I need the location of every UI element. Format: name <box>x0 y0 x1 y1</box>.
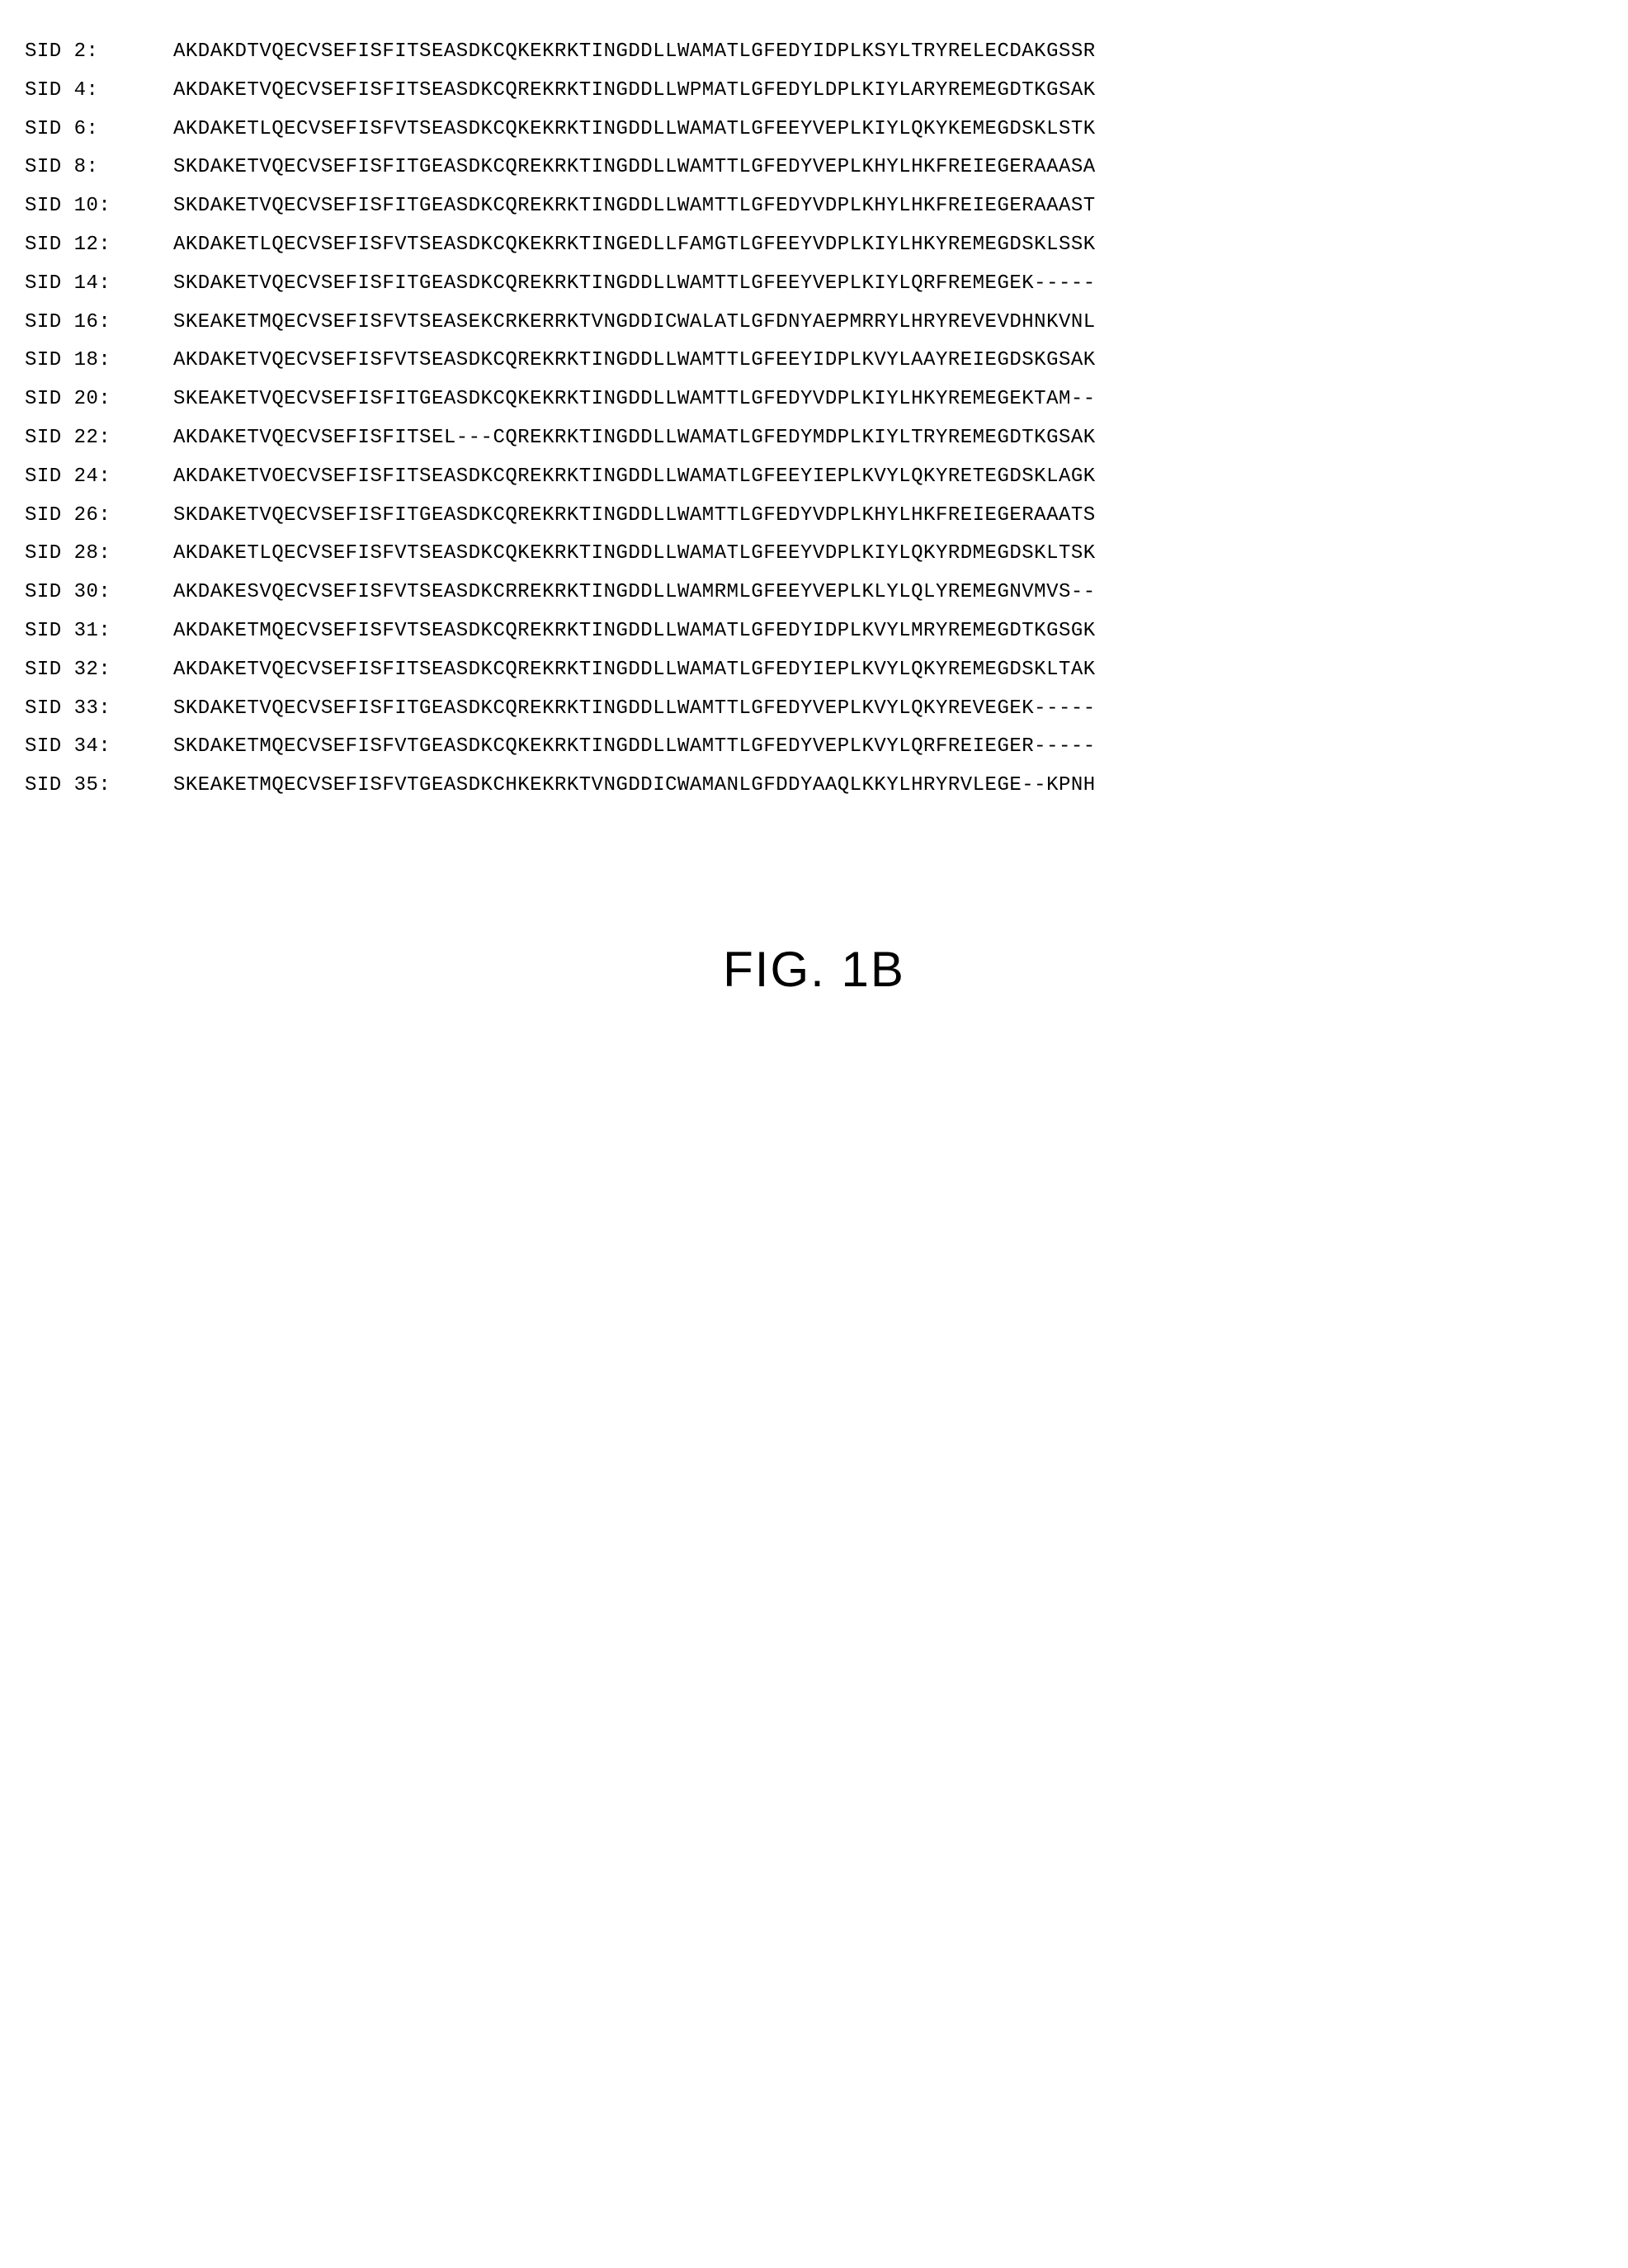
sequence-alignment: SID 2:AKDAKDTVQECVSEFISFITSEASDKCQKEKRKT… <box>25 33 1603 806</box>
sequence-id-label: SID 26: <box>25 497 173 536</box>
sequence-id-label: SID 31: <box>25 612 173 651</box>
sequence-id-label: SID 35: <box>25 767 173 806</box>
alignment-row: SID 31:AKDAKETMQECVSEFISFVTSEASDKCQREKRK… <box>25 612 1603 651</box>
sequence-id-label: SID 6: <box>25 111 173 149</box>
sequence-id-label: SID 20: <box>25 380 173 419</box>
sequence-text: AKDAKETVQECVSEFISFVTSEASDKCQREKRKTINGDDL… <box>173 342 1603 380</box>
alignment-row: SID 34:SKDAKETMQECVSEFISFVTGEASDKCQKEKRK… <box>25 728 1603 767</box>
sequence-text: SKDAKETVQECVSEFISFITGEASDKCQREKRKTINGDDL… <box>173 149 1603 187</box>
sequence-text: AKDAKDTVQECVSEFISFITSEASDKCQKEKRKTINGDDL… <box>173 33 1603 72</box>
sequence-text: SKEAKETMQECVSEFISFVTSEASEKCRKERRKTVNGDDI… <box>173 304 1603 343</box>
sequence-text: AKDAKETVOECVSEFISFITSEASDKCQREKRKTINGDDL… <box>173 458 1603 497</box>
sequence-id-label: SID 34: <box>25 728 173 767</box>
sequence-text: SKDAKETVQECVSEFISFITGEASDKCQREKRKTINGDDL… <box>173 187 1603 226</box>
alignment-row: SID 18:AKDAKETVQECVSEFISFVTSEASDKCQREKRK… <box>25 342 1603 380</box>
sequence-id-label: SID 12: <box>25 226 173 265</box>
alignment-row: SID 33:SKDAKETVQECVSEFISFITGEASDKCQREKRK… <box>25 690 1603 729</box>
alignment-row: SID 8:SKDAKETVQECVSEFISFITGEASDKCQREKRKT… <box>25 149 1603 187</box>
sequence-id-label: SID 8: <box>25 149 173 187</box>
sequence-id-label: SID 28: <box>25 535 173 574</box>
sequence-id-label: SID 2: <box>25 33 173 72</box>
sequence-text: SKDAKETVQECVSEFISFITGEASDKCQREKRKTINGDDL… <box>173 497 1603 536</box>
alignment-row: SID 26:SKDAKETVQECVSEFISFITGEASDKCQREKRK… <box>25 497 1603 536</box>
sequence-id-label: SID 22: <box>25 419 173 458</box>
sequence-text: AKDAKETVQECVSEFISFITSEASDKCQREKRKTINGDDL… <box>173 72 1603 111</box>
alignment-row: SID 32:AKDAKETVQECVSEFISFITSEASDKCQREKRK… <box>25 651 1603 690</box>
alignment-row: SID 16:SKEAKETMQECVSEFISFVTSEASEKCRKERRK… <box>25 304 1603 343</box>
sequence-text: SKEAKETMQECVSEFISFVTGEASDKCHKEKRKTVNGDDI… <box>173 767 1603 806</box>
sequence-text: SKDAKETMQECVSEFISFVTGEASDKCQKEKRKTINGDDL… <box>173 728 1603 767</box>
alignment-row: SID 24:AKDAKETVOECVSEFISFITSEASDKCQREKRK… <box>25 458 1603 497</box>
sequence-text: AKDAKETLQECVSEFISFVTSEASDKCQKEKRKTINGDDL… <box>173 111 1603 149</box>
sequence-text: SKEAKETVQECVSEFISFITGEASDKCQKEKRKTINGDDL… <box>173 380 1603 419</box>
alignment-row: SID 22:AKDAKETVQECVSEFISFITSEL---CQREKRK… <box>25 419 1603 458</box>
alignment-row: SID 6:AKDAKETLQECVSEFISFVTSEASDKCQKEKRKT… <box>25 111 1603 149</box>
sequence-id-label: SID 32: <box>25 651 173 690</box>
sequence-id-label: SID 10: <box>25 187 173 226</box>
alignment-row: SID 28:AKDAKETLQECVSEFISFVTSEASDKCQKEKRK… <box>25 535 1603 574</box>
alignment-row: SID 12:AKDAKETLQECVSEFISFVTSEASDKCQKEKRK… <box>25 226 1603 265</box>
sequence-text: AKDAKETMQECVSEFISFVTSEASDKCQREKRKTINGDDL… <box>173 612 1603 651</box>
alignment-row: SID 2:AKDAKDTVQECVSEFISFITSEASDKCQKEKRKT… <box>25 33 1603 72</box>
alignment-row: SID 20:SKEAKETVQECVSEFISFITGEASDKCQKEKRK… <box>25 380 1603 419</box>
sequence-text: AKDAKETVQECVSEFISFITSEL---CQREKRKTINGDDL… <box>173 419 1603 458</box>
sequence-id-label: SID 30: <box>25 574 173 612</box>
sequence-id-label: SID 33: <box>25 690 173 729</box>
alignment-row: SID 4:AKDAKETVQECVSEFISFITSEASDKCQREKRKT… <box>25 72 1603 111</box>
sequence-text: AKDAKETLQECVSEFISFVTSEASDKCQKEKRKTINGDDL… <box>173 535 1603 574</box>
alignment-row: SID 14:SKDAKETVQECVSEFISFITGEASDKCQREKRK… <box>25 265 1603 304</box>
sequence-text: AKDAKETLQECVSEFISFVTSEASDKCQKEKRKTINGEDL… <box>173 226 1603 265</box>
sequence-id-label: SID 14: <box>25 265 173 304</box>
alignment-row: SID 10:SKDAKETVQECVSEFISFITGEASDKCQREKRK… <box>25 187 1603 226</box>
sequence-id-label: SID 16: <box>25 304 173 343</box>
sequence-id-label: SID 4: <box>25 72 173 111</box>
alignment-row: SID 35:SKEAKETMQECVSEFISFVTGEASDKCHKEKRK… <box>25 767 1603 806</box>
figure-label: FIG. 1B <box>25 921 1603 1018</box>
sequence-text: SKDAKETVQECVSEFISFITGEASDKCQREKRKTINGDDL… <box>173 265 1603 304</box>
sequence-id-label: SID 18: <box>25 342 173 380</box>
sequence-text: AKDAKETVQECVSEFISFITSEASDKCQREKRKTINGDDL… <box>173 651 1603 690</box>
sequence-text: AKDAKESVQECVSEFISFVTSEASDKCRREKRKTINGDDL… <box>173 574 1603 612</box>
sequence-text: SKDAKETVQECVSEFISFITGEASDKCQREKRKTINGDDL… <box>173 690 1603 729</box>
sequence-id-label: SID 24: <box>25 458 173 497</box>
alignment-row: SID 30:AKDAKESVQECVSEFISFVTSEASDKCRREKRK… <box>25 574 1603 612</box>
